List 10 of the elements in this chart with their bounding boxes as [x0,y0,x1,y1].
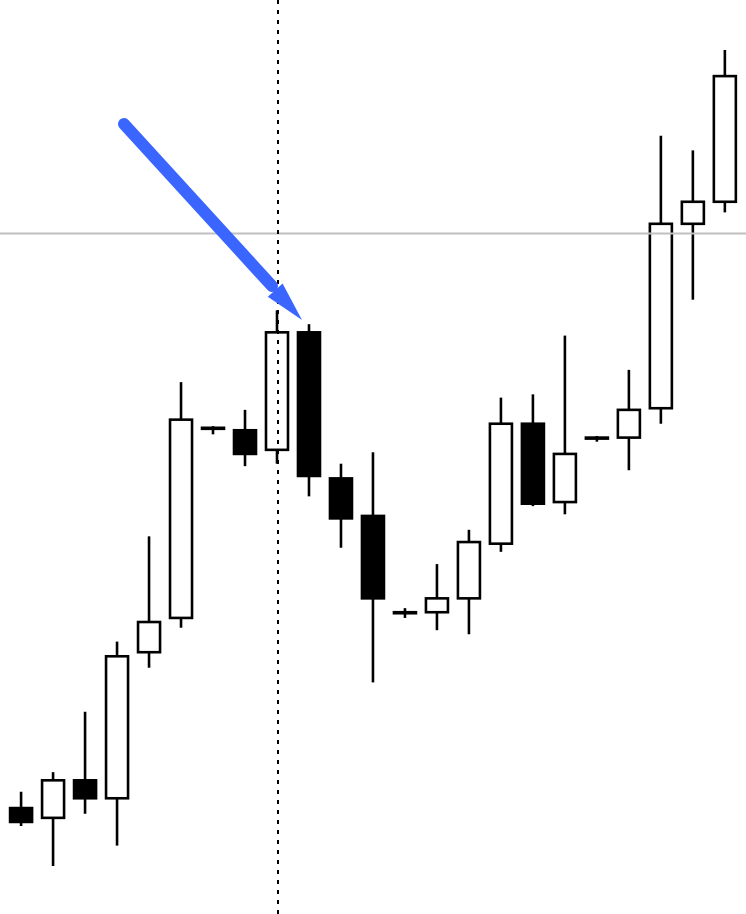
candlestick [680,149,706,301]
candlestick [40,770,66,866]
candlestick [328,462,354,550]
candlestick [232,408,258,468]
candlestick [8,790,34,828]
candlestick [136,535,162,670]
candlestick [264,309,290,466]
candlestick [616,368,642,472]
candlestick [424,562,450,632]
candlestick [72,710,98,816]
